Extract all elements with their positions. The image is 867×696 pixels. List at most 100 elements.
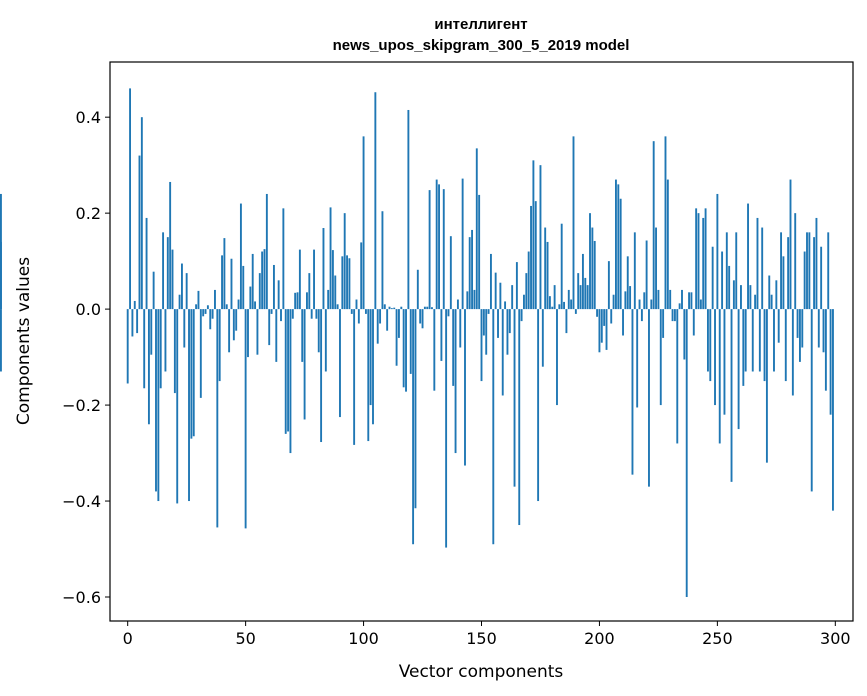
bar-110 bbox=[386, 309, 389, 331]
bar-161 bbox=[506, 309, 509, 355]
bar-54 bbox=[254, 301, 257, 310]
plot-frame bbox=[109, 61, 854, 622]
bar-27 bbox=[190, 309, 193, 439]
bar-117 bbox=[402, 309, 405, 388]
bar-109 bbox=[383, 304, 386, 310]
bar-205 bbox=[610, 309, 613, 324]
bar-242 bbox=[697, 213, 700, 310]
bar-86 bbox=[329, 207, 332, 310]
bar-88 bbox=[334, 275, 337, 310]
bar-66 bbox=[282, 208, 285, 310]
bar-87 bbox=[331, 250, 334, 310]
bar-279 bbox=[784, 309, 787, 382]
bar-2 bbox=[131, 309, 134, 337]
bar-256 bbox=[730, 309, 733, 482]
bar-41 bbox=[223, 238, 226, 310]
bar-154 bbox=[489, 253, 492, 310]
bar-136 bbox=[447, 309, 450, 317]
bar-210 bbox=[622, 309, 624, 336]
bar-198 bbox=[593, 240, 596, 310]
bar-35 bbox=[209, 309, 212, 330]
bar-12 bbox=[155, 309, 157, 492]
bar-148 bbox=[475, 148, 478, 310]
bar-36 bbox=[211, 309, 214, 319]
bar-26 bbox=[188, 309, 190, 502]
bar-21 bbox=[176, 309, 179, 504]
bar-153 bbox=[487, 309, 490, 314]
chart-title-line2: news_upos_skipgram_300_5_2019 model bbox=[333, 37, 630, 54]
bar-241 bbox=[695, 208, 698, 310]
bar-42 bbox=[225, 304, 228, 310]
bar-48 bbox=[239, 203, 242, 310]
bar-202 bbox=[603, 309, 606, 326]
bar-239 bbox=[690, 292, 693, 310]
x-axis-label: Vector components bbox=[399, 662, 564, 682]
bar-59 bbox=[265, 193, 268, 310]
bar-146 bbox=[471, 229, 474, 310]
bar-121 bbox=[412, 309, 415, 545]
bar-181 bbox=[553, 285, 556, 310]
bar-150 bbox=[480, 309, 483, 382]
bar-19 bbox=[171, 249, 174, 310]
bar-208 bbox=[617, 184, 620, 310]
bar-149 bbox=[478, 194, 481, 310]
bar-268 bbox=[758, 309, 761, 372]
x-axis-ticks: 0 50 100 150 200 250 300 bbox=[123, 621, 851, 648]
bar-56 bbox=[258, 273, 261, 310]
bar-191 bbox=[577, 273, 580, 310]
bar-68 bbox=[287, 309, 290, 432]
x-tick-label: 100 bbox=[348, 629, 379, 648]
bar-278 bbox=[782, 256, 785, 310]
bar-140 bbox=[456, 299, 459, 310]
bar-125 bbox=[421, 309, 424, 329]
bar-113 bbox=[393, 307, 396, 310]
bar-215 bbox=[633, 232, 636, 310]
bar-134 bbox=[442, 189, 445, 310]
bar-70 bbox=[291, 309, 294, 319]
bar-273 bbox=[770, 294, 773, 310]
bar-94 bbox=[348, 258, 351, 310]
bar-196 bbox=[589, 213, 591, 310]
bar-211 bbox=[624, 291, 627, 310]
bar-97 bbox=[355, 299, 358, 310]
bar-7 bbox=[143, 309, 146, 389]
bar-257 bbox=[732, 280, 735, 310]
bar-23 bbox=[181, 263, 183, 310]
bar-34 bbox=[206, 305, 209, 310]
bar-246 bbox=[706, 309, 709, 372]
bar-106 bbox=[376, 309, 379, 344]
bar-3 bbox=[133, 300, 136, 310]
bar-252 bbox=[721, 251, 724, 310]
bar-95 bbox=[350, 309, 353, 314]
bar-145 bbox=[468, 237, 471, 310]
bar-126 bbox=[423, 306, 426, 310]
bar-152 bbox=[485, 309, 488, 355]
bar-233 bbox=[676, 309, 679, 444]
bar-82 bbox=[320, 309, 323, 443]
bar-232 bbox=[673, 309, 676, 322]
bar-296 bbox=[824, 309, 827, 391]
bar-22 bbox=[178, 294, 181, 310]
bar-62 bbox=[272, 264, 275, 310]
chart-title-line1: интеллигент bbox=[434, 16, 527, 33]
bar-123 bbox=[416, 269, 419, 310]
bar-63 bbox=[275, 309, 278, 362]
bar-147 bbox=[473, 289, 476, 310]
bar-46 bbox=[235, 309, 238, 331]
bar-201 bbox=[600, 309, 603, 343]
bar-138 bbox=[452, 309, 455, 386]
bar-61 bbox=[270, 309, 273, 314]
bar-133 bbox=[440, 309, 443, 361]
bar-265 bbox=[751, 309, 754, 372]
bar-39 bbox=[218, 309, 221, 382]
bar-216 bbox=[636, 309, 639, 408]
bar-169 bbox=[525, 273, 528, 310]
bar-247 bbox=[709, 309, 712, 382]
bar-72 bbox=[296, 292, 299, 310]
bar-76 bbox=[306, 292, 308, 310]
bar-291 bbox=[813, 237, 816, 310]
bar-209 bbox=[619, 198, 622, 310]
bar-4 bbox=[136, 309, 139, 334]
bar-83 bbox=[322, 228, 325, 310]
bar-11 bbox=[152, 271, 155, 310]
